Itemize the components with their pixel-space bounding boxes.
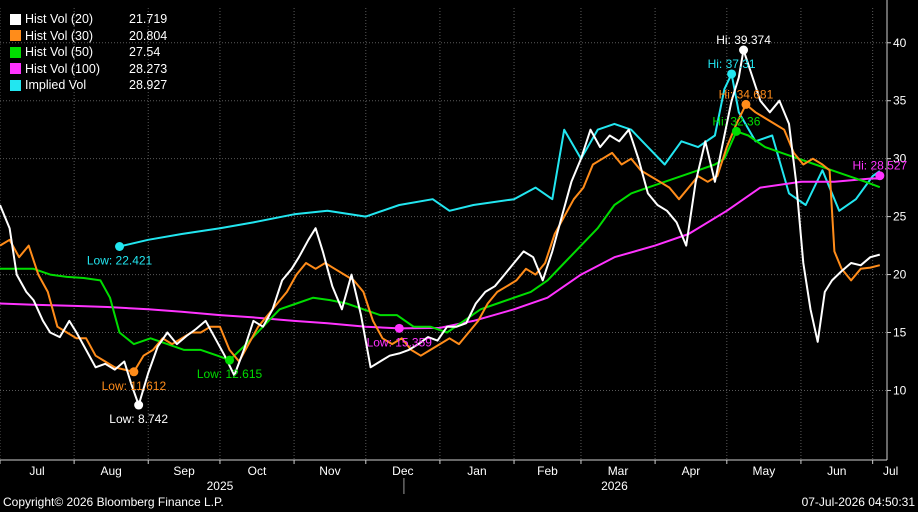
- annotation-label: Low: 12.615: [197, 367, 263, 381]
- timestamp-text: 07-Jul-2026 04:50:31: [801, 495, 915, 509]
- legend-value: 27.54: [129, 45, 161, 59]
- x-tick-label: Aug: [100, 464, 121, 478]
- legend-value: 28.273: [129, 61, 168, 76]
- series-line-hist-vol-30: [0, 103, 881, 373]
- x-tick-label: Jun: [827, 464, 846, 478]
- legend-entry: Hist Vol (20) 21.719: [10, 11, 167, 28]
- x-tick-label: Dec: [392, 464, 413, 478]
- x-tick-label: Oct: [248, 464, 267, 478]
- legend-swatch: [10, 13, 21, 25]
- x-tick-label: Jul: [29, 464, 44, 478]
- x-tick-label: Apr: [682, 464, 701, 478]
- legend-entry: Hist Vol (30) 20.804: [10, 28, 167, 45]
- legend-value: 21.719: [129, 12, 168, 26]
- year-label: 2026: [601, 479, 628, 493]
- year-label: 2025: [207, 479, 234, 493]
- y-tick-label: 20: [893, 268, 907, 282]
- series-line-implied-vol: [119, 72, 881, 248]
- annotation-marker: [739, 45, 749, 55]
- x-tick-label: Mar: [608, 464, 629, 478]
- legend-swatch: [10, 79, 21, 91]
- x-tick-label: Jan: [467, 464, 486, 478]
- annotation-label: Hi: 34.681: [719, 87, 774, 101]
- legend: Hist Vol (20) 21.719 Hist Vol (30) 20.80…: [10, 11, 167, 94]
- annotation-marker: [875, 171, 885, 181]
- annotation-marker: [741, 99, 751, 109]
- x-tick-label: Feb: [537, 464, 558, 478]
- legend-swatch: [10, 63, 21, 75]
- y-tick-label: 30: [893, 152, 907, 166]
- copyright-text: Copyright© 2026 Bloomberg Finance L.P.: [3, 495, 224, 509]
- legend-name: Hist Vol (100): [25, 61, 101, 76]
- x-tick-label: Jul: [883, 464, 898, 478]
- legend-swatch: [10, 30, 21, 42]
- annotation-label: Hi: 28.527: [852, 159, 907, 173]
- series-line-hist-vol-50: [0, 130, 881, 362]
- series-lines: [0, 49, 881, 406]
- annotation-marker: [225, 355, 235, 365]
- annotation-label: Low: 11.612: [102, 379, 167, 393]
- legend-name: Hist Vol (50): [25, 45, 94, 59]
- legend-entry: Hist Vol (100) 28.273: [10, 61, 167, 78]
- series-line-hist-vol-100: [0, 177, 880, 330]
- legend-value: 20.804: [129, 28, 168, 43]
- annotation-label: Hi: 32.36: [712, 114, 760, 128]
- legend-name: Implied Vol: [25, 78, 87, 92]
- annotation-marker: [394, 323, 404, 333]
- legend-value: 28.927: [129, 78, 168, 92]
- annotation-marker: [134, 400, 144, 410]
- legend-name: Hist Vol (20): [25, 12, 94, 26]
- y-tick-label: 35: [893, 94, 907, 108]
- annotation-label: Low: 22.421: [87, 254, 153, 268]
- annotation-marker: [129, 367, 139, 377]
- annotation-marker: [115, 242, 125, 252]
- y-tick-label: 10: [893, 383, 907, 397]
- legend-name: Hist Vol (30): [25, 28, 94, 43]
- legend-entry: Implied Vol 28.927: [10, 77, 167, 94]
- x-tick-label: Nov: [319, 464, 340, 478]
- x-tick-label: Sep: [173, 464, 195, 478]
- annotation-label: Hi: 39.374: [716, 33, 771, 47]
- series-line-hist-vol-20: [0, 49, 881, 406]
- annotation-label: Low: 8.742: [109, 412, 168, 426]
- annotation-label: Hi: 37.31: [708, 57, 756, 71]
- x-tick-label: May: [753, 464, 776, 478]
- legend-entry: Hist Vol (50) 27.54: [10, 44, 167, 61]
- annotation-marker: [731, 126, 741, 136]
- legend-swatch: [10, 46, 21, 58]
- annotation-marker: [727, 69, 737, 79]
- y-tick-label: 40: [893, 36, 907, 50]
- y-tick-label: 25: [893, 210, 907, 224]
- annotations: Low: 8.742 Low: 11.612 Low: 12.615 Low: 15.…: [87, 33, 908, 426]
- annotation-label: Low: 15.359: [367, 335, 433, 349]
- y-tick-label: 15: [893, 326, 907, 340]
